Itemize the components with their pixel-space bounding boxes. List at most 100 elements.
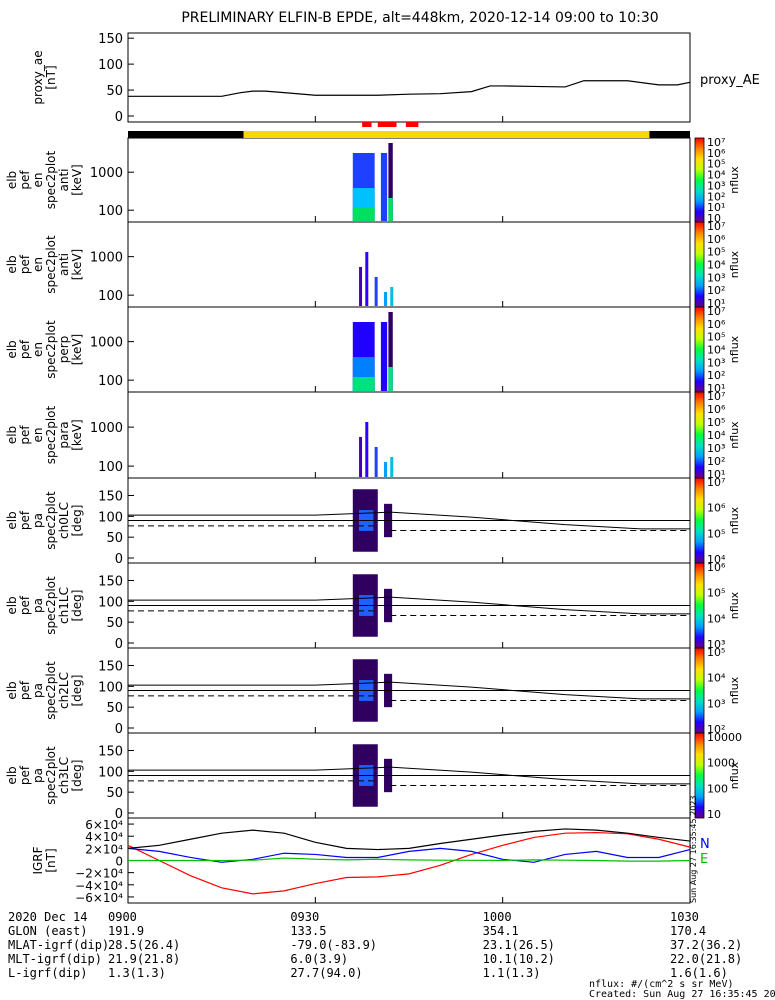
footer-value: 21.9(21.8) bbox=[108, 952, 181, 966]
colorbar-tick-label: 10² bbox=[707, 190, 725, 203]
y-axis-label: elb bbox=[5, 426, 19, 444]
y-axis-label: [deg] bbox=[70, 505, 84, 537]
y-axis-label: [keV] bbox=[70, 334, 84, 365]
footer-value: 27.7(94.0) bbox=[290, 966, 363, 980]
y-axis-label: pef bbox=[18, 170, 32, 190]
y-tick-label: −2×10⁴ bbox=[75, 867, 123, 881]
y-axis-label: [deg] bbox=[70, 590, 84, 622]
y-axis-label: en bbox=[31, 342, 45, 357]
colorbar-tick-label: 10⁵ bbox=[707, 527, 725, 540]
footer-value: -79.0(-83.9) bbox=[290, 938, 378, 952]
y-tick-label: 0 bbox=[115, 110, 123, 125]
y-tick-label: 150 bbox=[98, 660, 123, 675]
spectrogram-block bbox=[390, 457, 394, 477]
spectrogram-block bbox=[352, 208, 375, 221]
y-axis-label: ch2LC bbox=[57, 672, 71, 709]
colorbar-tick-label: 10⁴ bbox=[707, 344, 726, 357]
colorbar-tick-label: 10³ bbox=[707, 697, 725, 710]
igrf-line-1 bbox=[127, 847, 691, 863]
footer-value: 191.9 bbox=[108, 924, 145, 938]
colorbar-tick-label: 10⁷ bbox=[707, 136, 725, 149]
y-tick-label: 100 bbox=[98, 680, 123, 695]
y-tick-label: 0 bbox=[115, 552, 123, 567]
footer-value: 6.0(3.9) bbox=[290, 952, 349, 966]
spectrogram-block bbox=[380, 153, 388, 221]
y-axis-label: pa bbox=[31, 768, 45, 783]
footer-label-date: 2020 Dec 14 bbox=[8, 910, 88, 924]
y-axis-label: ch0LC bbox=[57, 502, 71, 539]
y-axis-label: elb bbox=[5, 596, 19, 614]
colorbar-tick-label: 10⁵ bbox=[707, 646, 725, 659]
colorbar-tick-label: 10⁵ bbox=[707, 587, 725, 600]
colorbar-tick-label: 10⁵ bbox=[707, 416, 725, 429]
footer-value: 37.2(36.2) bbox=[670, 938, 743, 952]
colorbar-tick-label: 10³ bbox=[707, 356, 725, 369]
y-axis-label: spec2plot bbox=[44, 405, 58, 464]
y-tick-label: 1000 bbox=[90, 251, 123, 266]
colorbar-tick-label: 10000 bbox=[707, 731, 742, 744]
colorbar bbox=[694, 647, 705, 734]
y-axis-label: spec2plot bbox=[44, 661, 58, 720]
colorbar-tick-label: 10² bbox=[707, 455, 725, 468]
y-axis-label: elb bbox=[5, 171, 19, 189]
y-axis-label: [deg] bbox=[70, 675, 84, 707]
y-tick-label: 50 bbox=[106, 531, 123, 546]
footer-value: 354.1 bbox=[482, 924, 519, 938]
y-axis-label: spec2plot bbox=[44, 150, 58, 209]
y-axis-label: spec2plot bbox=[44, 320, 58, 379]
colorbar-label: nflux bbox=[728, 166, 741, 194]
y-axis-label: [nT] bbox=[44, 848, 58, 872]
y-tick-label: 50 bbox=[106, 786, 123, 801]
footer-value: 1000 bbox=[482, 910, 512, 924]
igrf-legend-n: N bbox=[700, 837, 710, 852]
y-axis-label: pef bbox=[18, 510, 32, 530]
fgm-marker bbox=[377, 122, 397, 127]
y-axis-label: en bbox=[31, 257, 45, 272]
colorbar-tick-label: 10¹ bbox=[707, 201, 725, 214]
y-tick-label: 100 bbox=[98, 460, 123, 475]
fgm-marker bbox=[362, 122, 372, 127]
spectrogram-block bbox=[374, 277, 378, 306]
y-tick-label: 6×10⁴ bbox=[85, 818, 123, 832]
colorbar bbox=[694, 562, 705, 649]
colorbar-tick-label: 10⁶ bbox=[707, 147, 726, 160]
colorbar bbox=[694, 221, 705, 308]
colorbar-tick-label: 10⁶ bbox=[707, 502, 726, 515]
y-axis-label: spec2plot bbox=[44, 746, 58, 805]
colorbar-tick-label: 10⁴ bbox=[707, 169, 726, 182]
footer-value: 133.5 bbox=[290, 924, 327, 938]
y-axis-label: ch1LC bbox=[57, 587, 71, 624]
y-axis-label: spec2plot bbox=[44, 235, 58, 294]
spectrogram-block bbox=[365, 252, 369, 306]
colorbar-label: nflux bbox=[728, 761, 741, 789]
colorbar-tick-label: 10² bbox=[707, 723, 725, 736]
proxy-ae-legend: proxy_AE bbox=[700, 73, 760, 88]
footer-value: 1.1(1.3) bbox=[482, 966, 541, 980]
colorbar-tick-label: 10 bbox=[707, 808, 721, 821]
science-zone-bar bbox=[243, 131, 650, 138]
y-axis-label: spec2plot bbox=[44, 576, 58, 635]
colorbar-tick-label: 10⁵ bbox=[707, 158, 725, 171]
y-axis-label: pa bbox=[31, 513, 45, 528]
y-axis-label: [deg] bbox=[70, 760, 84, 792]
spectrogram-block bbox=[359, 437, 363, 477]
colorbar-label: nflux bbox=[728, 676, 741, 704]
y-axis-label: [keV] bbox=[70, 164, 84, 195]
y-axis-label: para bbox=[57, 421, 71, 448]
footer-value: 1.6(1.6) bbox=[670, 966, 728, 980]
spectrogram-block bbox=[390, 287, 394, 306]
y-axis-label: elb bbox=[5, 255, 19, 273]
colorbar-label: nflux bbox=[728, 506, 741, 534]
y-axis-label: ch3LC bbox=[57, 757, 71, 794]
colorbar-tick-label: 10⁴ bbox=[707, 259, 726, 272]
colorbar-tick-label: 10⁷ bbox=[707, 305, 725, 318]
y-tick-label: 0 bbox=[115, 807, 123, 822]
y-tick-label: 2×10⁴ bbox=[85, 842, 123, 856]
y-axis-label: [keV] bbox=[70, 249, 84, 280]
spectrogram-block bbox=[388, 143, 393, 221]
colorbar-tick-label: 100 bbox=[707, 782, 728, 795]
y-axis-label: pef bbox=[18, 680, 32, 700]
y-tick-label: 1000 bbox=[90, 421, 123, 436]
footer-value: 1030 bbox=[670, 910, 699, 924]
